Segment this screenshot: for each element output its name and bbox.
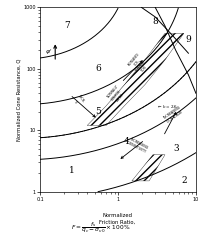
Text: INCREASING
OCR & AGE: INCREASING OCR & AGE — [163, 105, 185, 124]
Text: NORMALLY
CONSOLI-
DATED: NORMALLY CONSOLI- DATED — [106, 84, 126, 105]
Text: Normalized
Friction Ratio,: Normalized Friction Ratio, — [99, 213, 135, 225]
Text: 7: 7 — [64, 21, 70, 30]
Text: 2: 2 — [181, 176, 187, 186]
Text: 3: 3 — [173, 144, 179, 153]
Text: 4: 4 — [124, 137, 130, 146]
Text: $\leftarrow I_c=2.6$: $\leftarrow I_c=2.6$ — [157, 104, 179, 111]
Text: 5: 5 — [95, 107, 101, 116]
Y-axis label: Normalized Cone Resistance, Q: Normalized Cone Resistance, Q — [17, 59, 22, 141]
Text: 6: 6 — [95, 64, 101, 73]
Text: $\varphi'$: $\varphi'$ — [45, 47, 53, 57]
Text: INCREASED
OCR,
CEMENTA-
TION: INCREASED OCR, CEMENTA- TION — [127, 52, 151, 76]
Text: INCREASING
SENSITIVITY: INCREASING SENSITIVITY — [127, 138, 149, 155]
Text: INCR.
$F_r$: INCR. $F_r$ — [70, 94, 85, 108]
Text: 9: 9 — [185, 35, 191, 44]
Text: 8: 8 — [152, 17, 158, 26]
Text: $F = \dfrac{f_s}{q_c-\sigma_{v0}} \times 100\%$: $F = \dfrac{f_s}{q_c-\sigma_{v0}} \times… — [71, 221, 130, 235]
Text: 1: 1 — [68, 166, 74, 175]
